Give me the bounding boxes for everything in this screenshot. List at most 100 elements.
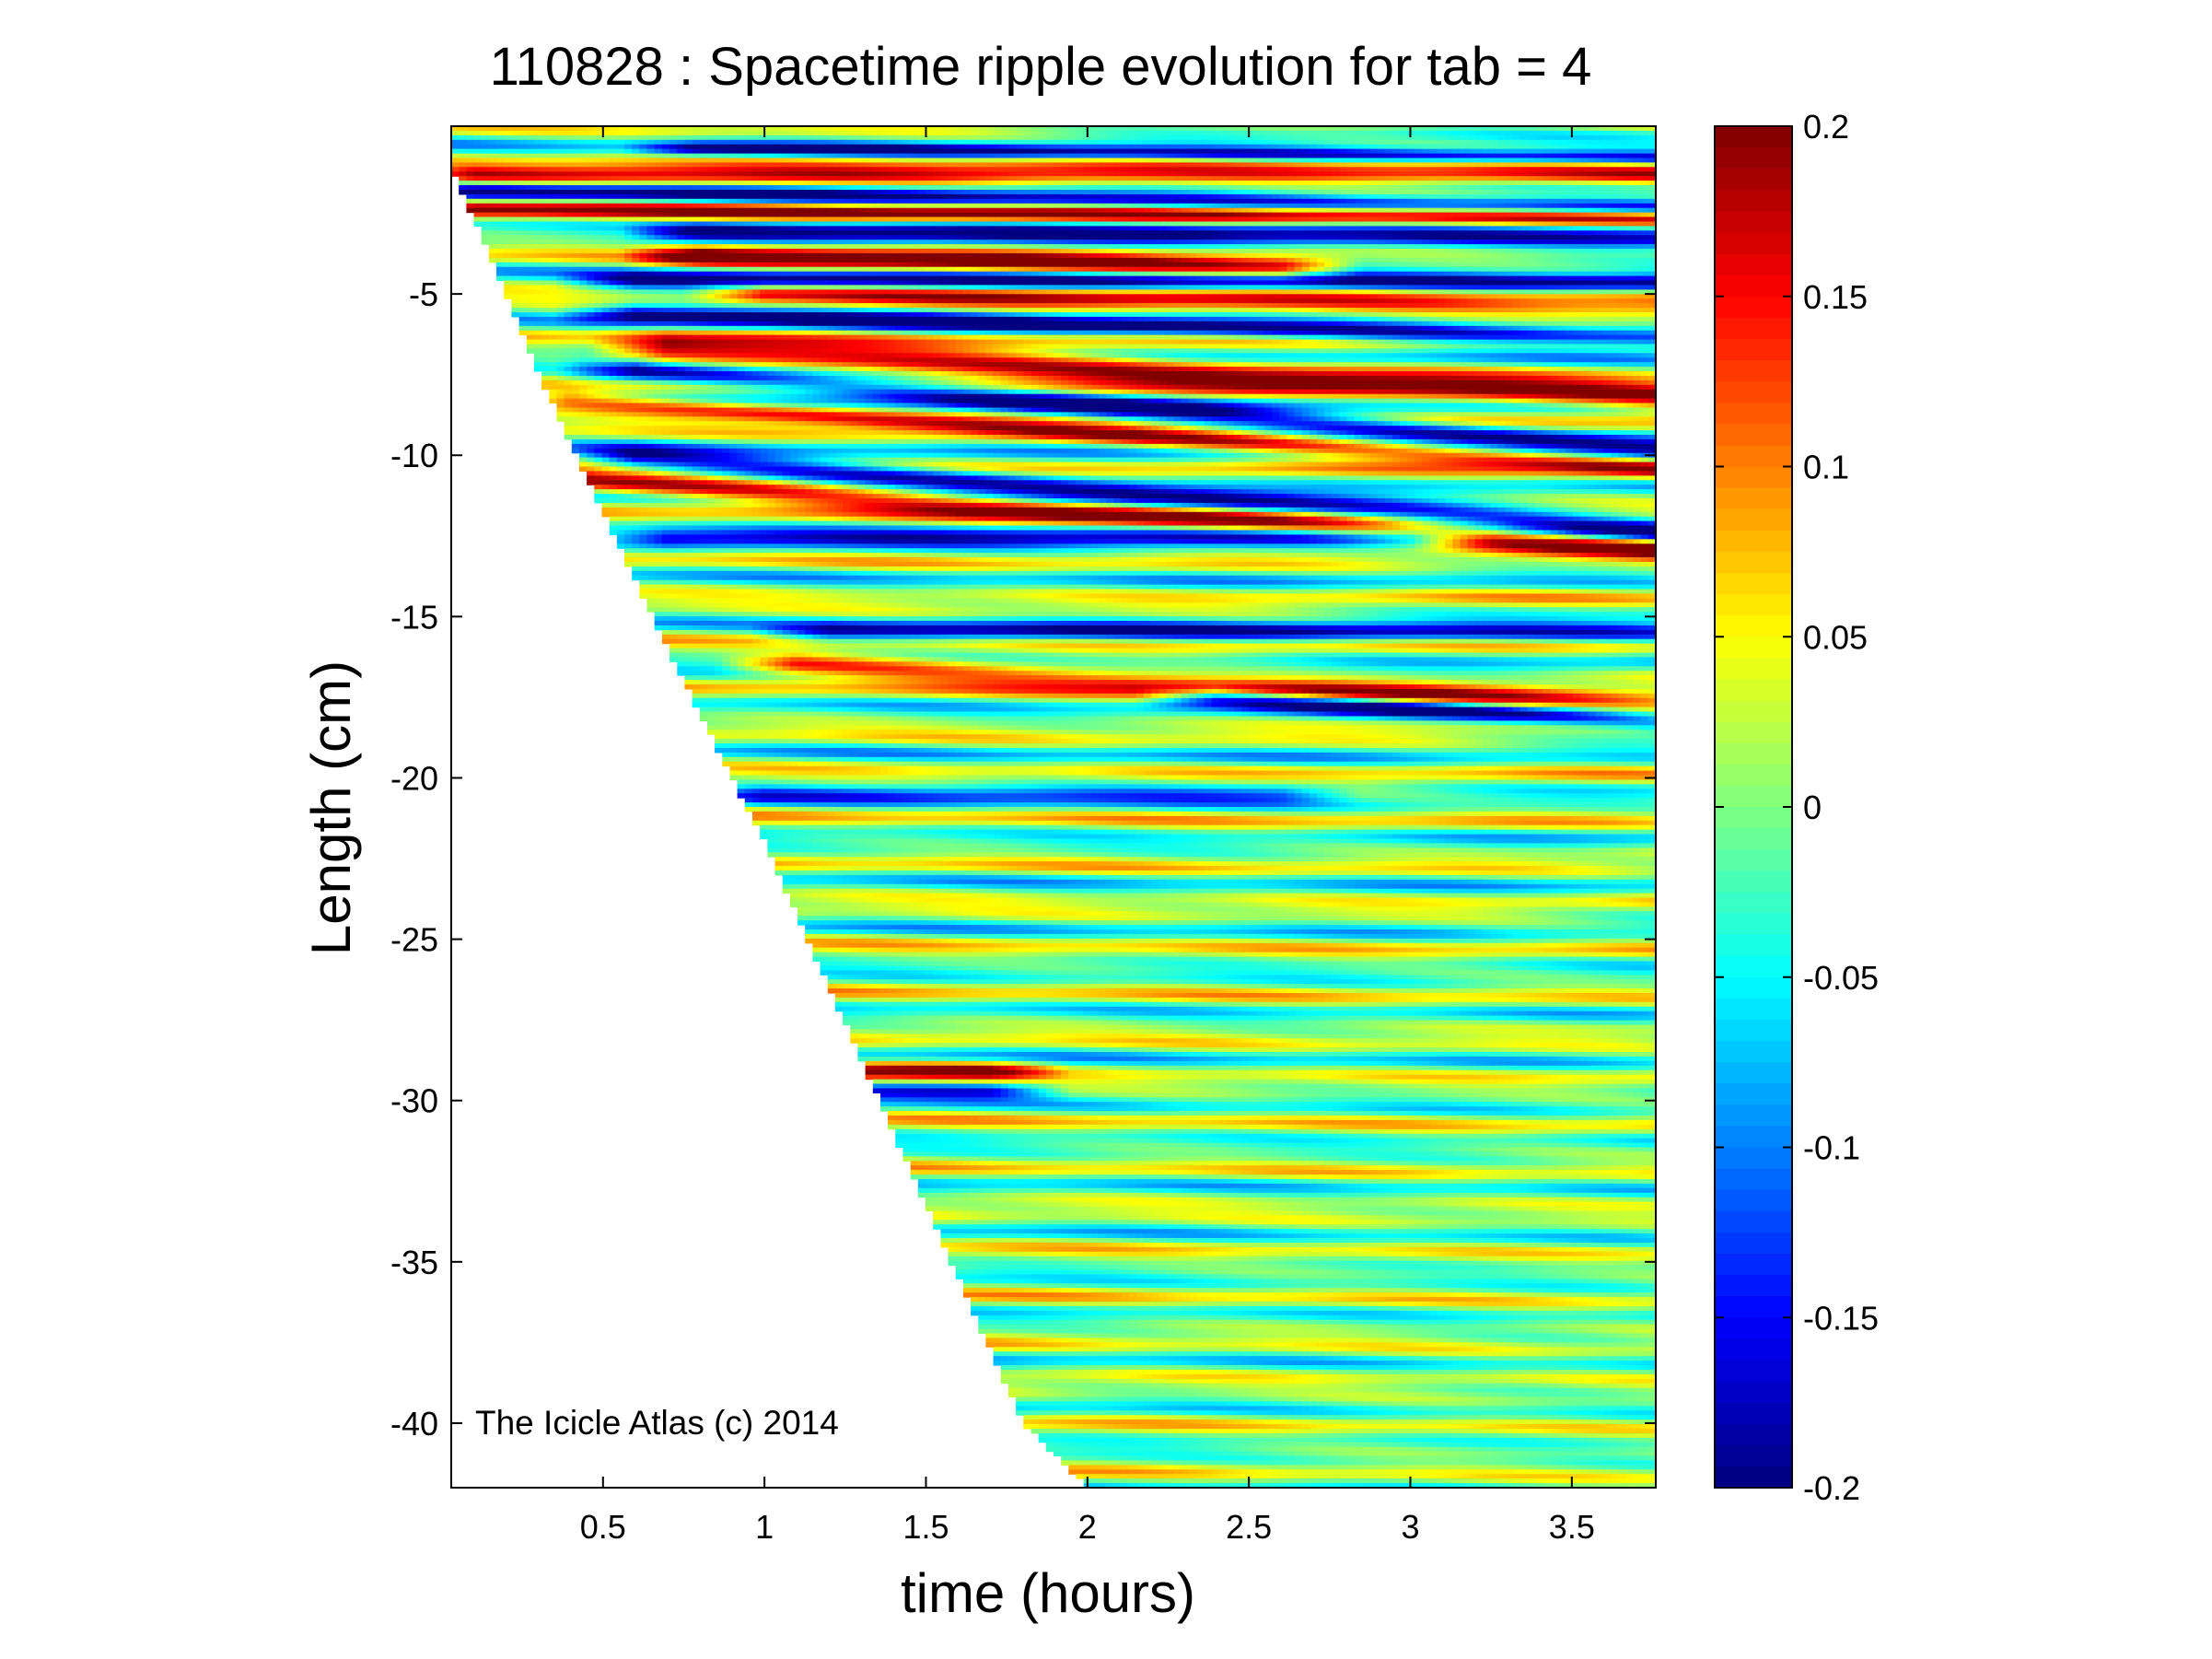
- heatmap-cell: [496, 154, 505, 159]
- heatmap-cell: [565, 190, 573, 195]
- heatmap-cell: [519, 167, 528, 172]
- heatmap-cell: [572, 416, 580, 422]
- heatmap-cell: [700, 362, 708, 368]
- heatmap-cell: [572, 312, 580, 318]
- heatmap-cell: [459, 167, 467, 172]
- heatmap-cell: [594, 458, 602, 463]
- heatmap-cell: [639, 230, 647, 236]
- heatmap-cell: [610, 154, 618, 159]
- heatmap-cell: [655, 263, 663, 268]
- heatmap-cell: [662, 281, 670, 286]
- heatmap-cell: [579, 312, 588, 318]
- heatmap-cell: [662, 394, 670, 400]
- heatmap-cell: [511, 145, 519, 150]
- heatmap-cell: [624, 521, 633, 527]
- heatmap-cell: [684, 331, 693, 336]
- heatmap-cell: [519, 308, 528, 313]
- heatmap-cell: [639, 135, 647, 141]
- heatmap-cell: [504, 158, 512, 164]
- heatmap-cell: [632, 285, 640, 290]
- heatmap-cell: [587, 335, 595, 341]
- heatmap-cell: [594, 140, 602, 146]
- heatmap-cell: [565, 353, 573, 358]
- heatmap-cell: [594, 204, 602, 209]
- heatmap-cell: [684, 426, 693, 431]
- heatmap-cell: [610, 240, 618, 245]
- heatmap-cell: [693, 444, 701, 450]
- heatmap-cell: [541, 226, 550, 231]
- heatmap-cell: [579, 267, 588, 273]
- heatmap-cell: [557, 298, 565, 304]
- heatmap-cell: [662, 494, 670, 499]
- heatmap-cell: [700, 285, 708, 290]
- heatmap-cell: [624, 534, 633, 540]
- heatmap-cell: [565, 135, 573, 141]
- heatmap-cell: [565, 131, 573, 136]
- heatmap-cell: [684, 335, 693, 341]
- heatmap-cell: [677, 585, 685, 590]
- heatmap-cell: [474, 185, 483, 191]
- heatmap-cell: [639, 590, 647, 595]
- heatmap-cell: [594, 162, 602, 168]
- heatmap-cell: [662, 548, 670, 554]
- heatmap-cell: [655, 154, 663, 159]
- heatmap-cell: [549, 285, 557, 290]
- heatmap-cell: [669, 521, 678, 527]
- heatmap-cell: [504, 226, 512, 231]
- heatmap-cell: [693, 653, 701, 659]
- heatmap-cell: [655, 590, 663, 595]
- heatmap-cell: [662, 376, 670, 381]
- heatmap-cell: [459, 131, 467, 136]
- heatmap-cell: [639, 539, 647, 544]
- heatmap-cell: [541, 181, 550, 186]
- heatmap-cell: [632, 399, 640, 404]
- heatmap-cell: [466, 208, 474, 214]
- heatmap-cell: [565, 331, 573, 336]
- heatmap-cell: [700, 230, 708, 236]
- heatmap-cell: [587, 222, 595, 228]
- heatmap-cell: [617, 376, 625, 381]
- heatmap-cell: [684, 345, 693, 350]
- heatmap-cell: [624, 480, 633, 485]
- heatmap-cell: [624, 517, 633, 522]
- heatmap-cell: [639, 526, 647, 532]
- heatmap-cell: [669, 162, 678, 168]
- heatmap-cell: [677, 593, 685, 599]
- heatmap-cell: [496, 249, 505, 254]
- heatmap-cell: [587, 348, 595, 354]
- heatmap-cell: [624, 430, 633, 436]
- heatmap-cell: [700, 289, 708, 295]
- heatmap-cell: [587, 403, 595, 409]
- heatmap-cell: [602, 171, 611, 177]
- heatmap-cell: [565, 289, 573, 295]
- heatmap-cell: [587, 362, 595, 368]
- heatmap-cell: [617, 435, 625, 440]
- heatmap-cell: [669, 263, 678, 268]
- heatmap-cell: [557, 272, 565, 277]
- heatmap-cell: [549, 335, 557, 341]
- heatmap-cell: [624, 362, 633, 368]
- heatmap-cell: [549, 171, 557, 177]
- heatmap-cell: [579, 462, 588, 468]
- heatmap-cell: [489, 149, 497, 155]
- heatmap-cell: [693, 435, 701, 440]
- heatmap-cell: [624, 263, 633, 268]
- heatmap-cell: [557, 308, 565, 313]
- heatmap-cell: [632, 412, 640, 417]
- heatmap-cell: [459, 154, 467, 159]
- heatmap-cell: [655, 194, 663, 200]
- heatmap-cell: [639, 171, 647, 177]
- heatmap-cell: [519, 235, 528, 240]
- heatmap-cell: [662, 140, 670, 146]
- heatmap-cell: [662, 176, 670, 181]
- heatmap-cell: [527, 181, 535, 186]
- heatmap-cell: [647, 244, 656, 250]
- heatmap-cell: [602, 475, 611, 481]
- heatmap-cell: [610, 458, 618, 463]
- heatmap-cell: [677, 199, 685, 204]
- heatmap-cell: [572, 135, 580, 141]
- heatmap-cell: [684, 593, 693, 599]
- heatmap-cell: [610, 412, 618, 417]
- heatmap-cell: [655, 616, 663, 622]
- heatmap-cell: [610, 285, 618, 290]
